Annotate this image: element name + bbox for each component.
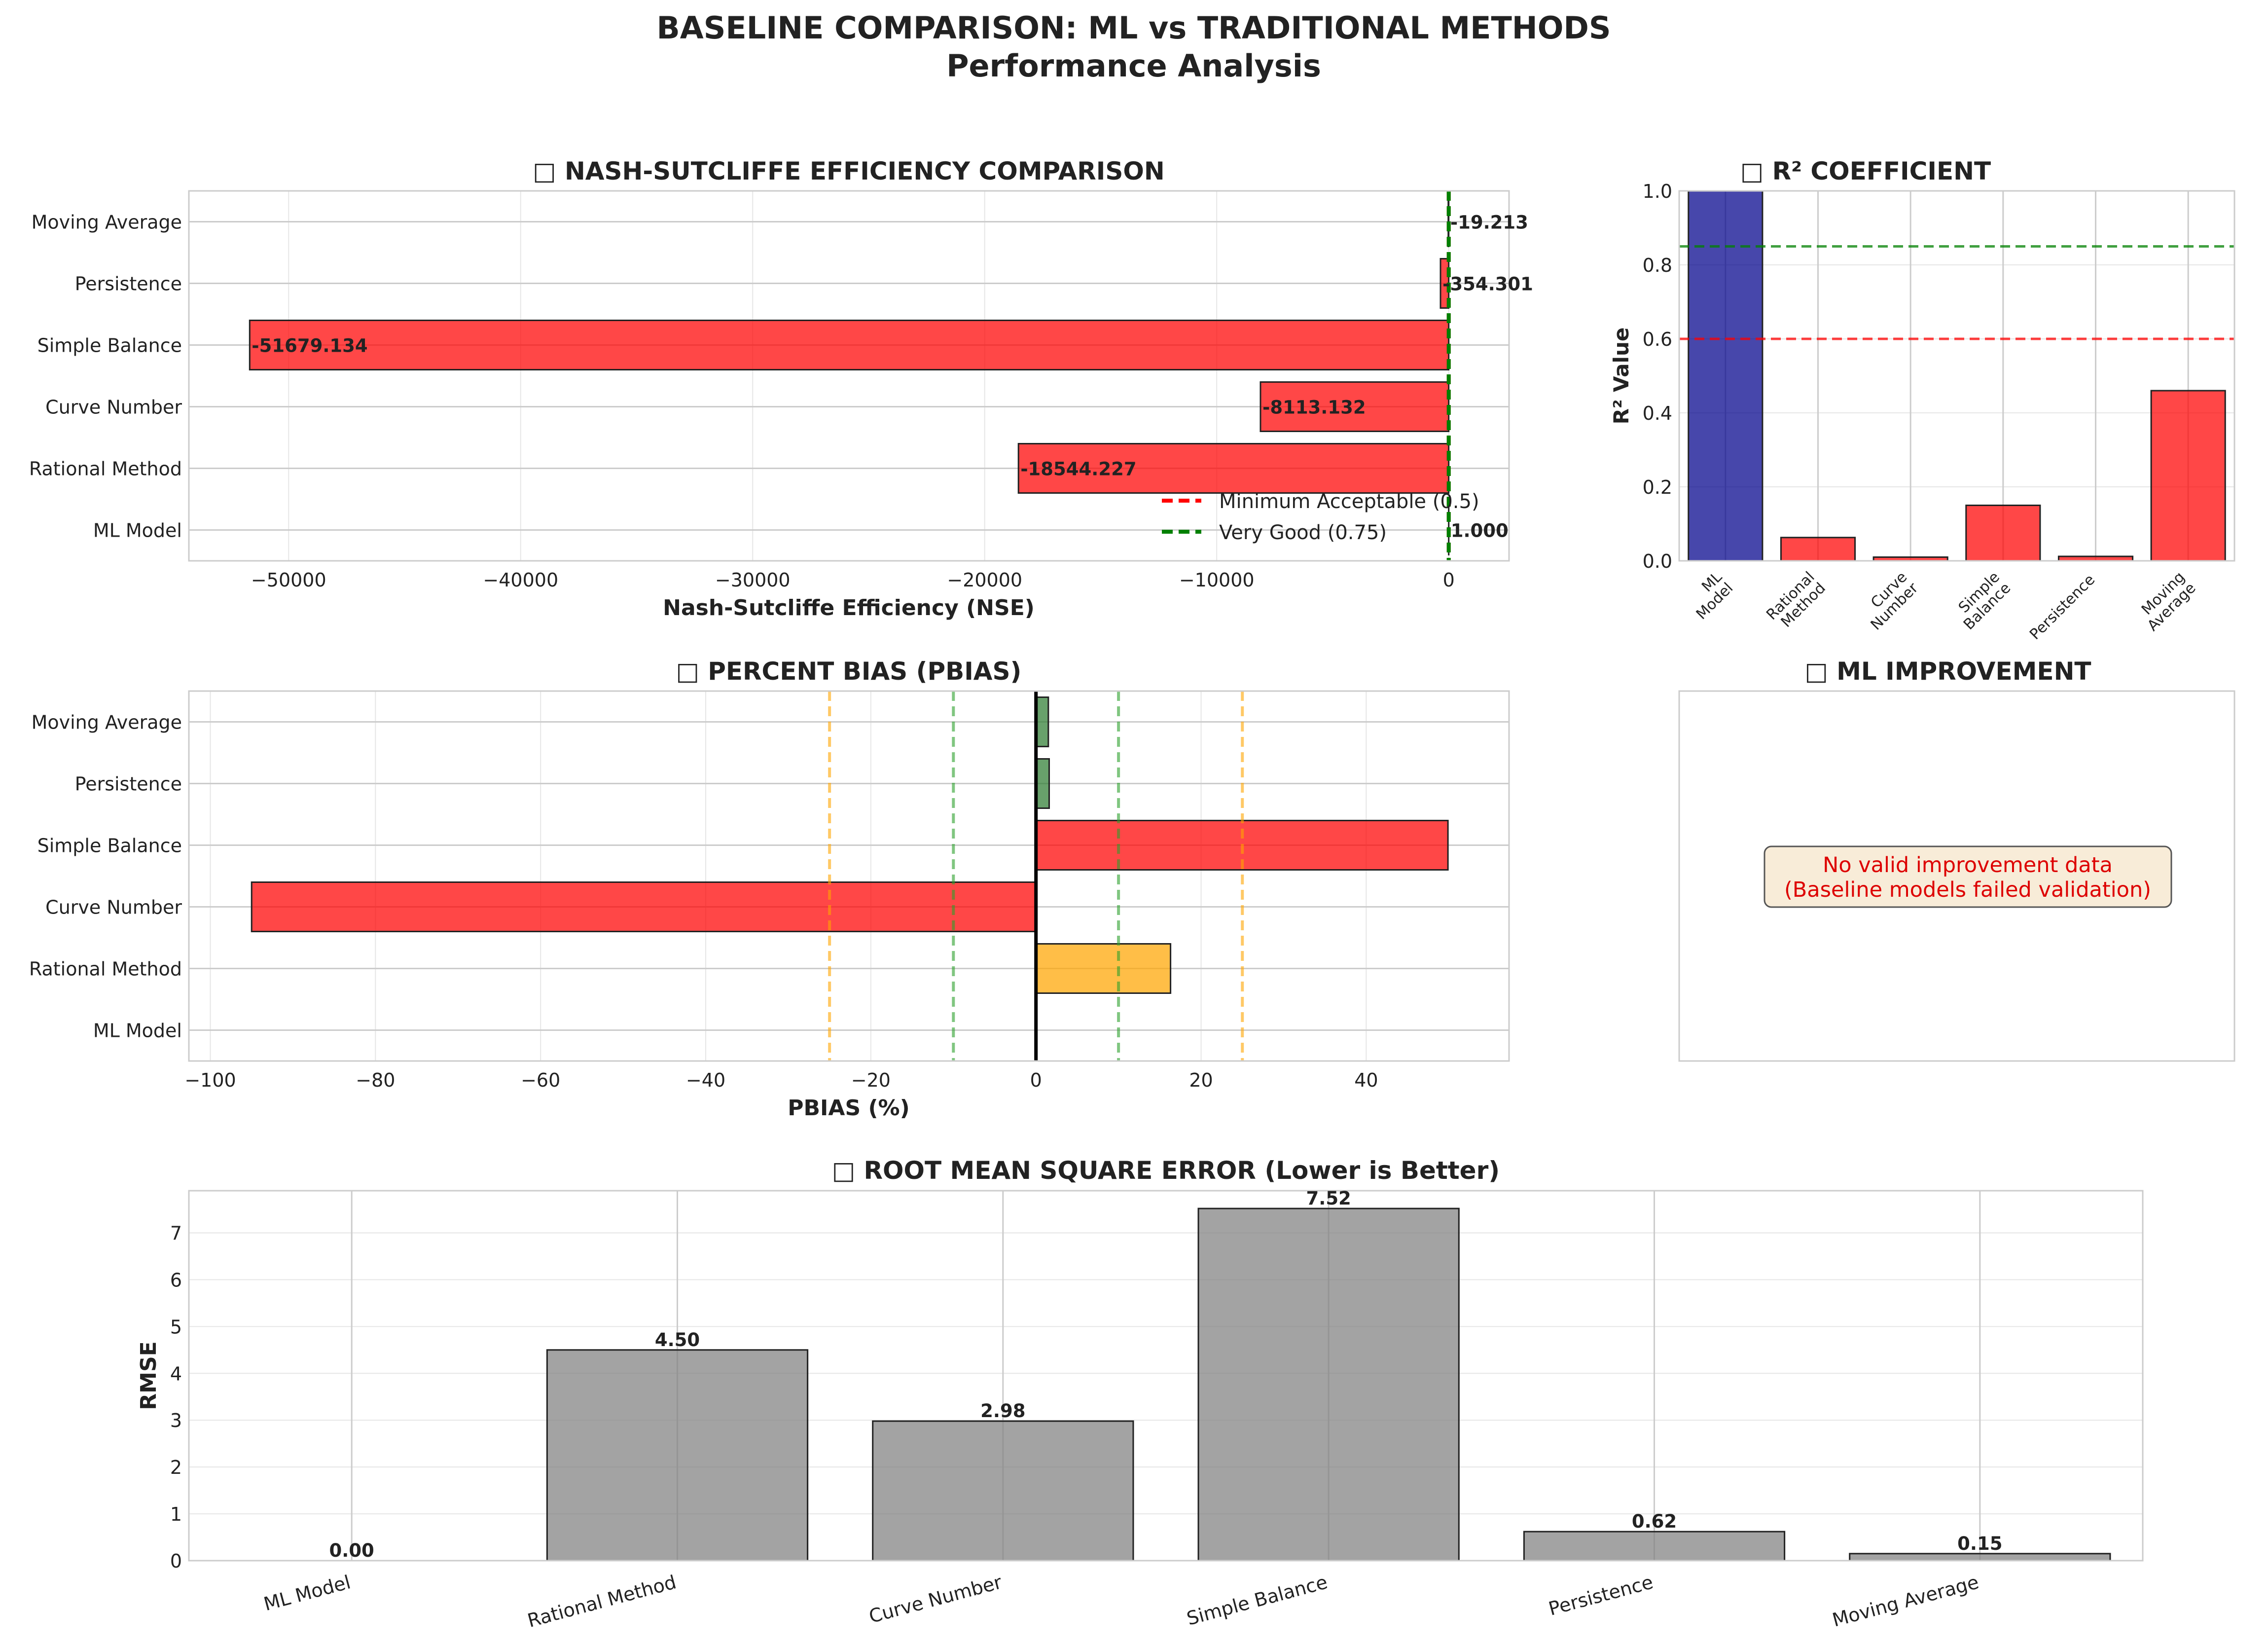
pbias-x-axis-label: PBIAS (%) <box>788 1096 910 1121</box>
pbias-bar <box>1035 696 1049 747</box>
rmse-chart-title: □ ROOT MEAN SQUARE ERROR (Lower is Bette… <box>832 1156 1500 1185</box>
r2-bar <box>1688 190 1764 562</box>
rmse-y-tick-label: 0 <box>170 1550 182 1572</box>
pbias-x-tick-label: −100 <box>184 1069 236 1091</box>
rmse-value-label: 0.62 <box>1632 1511 1677 1532</box>
pbias-x-tick-label: −80 <box>356 1069 395 1091</box>
pbias-bar <box>1035 758 1050 809</box>
rmse-bar <box>546 1349 809 1562</box>
nse-legend-label-min: Minimum Acceptable (0.5) <box>1219 490 1479 513</box>
rmse-bar <box>1849 1553 2111 1562</box>
pbias-y-tick-label: Curve Number <box>45 897 182 918</box>
pbias-y-tick-label: ML Model <box>93 1020 182 1042</box>
r2-chart-title: □ R² COEFFICIENT <box>1740 157 1991 185</box>
pbias-plot-frame <box>188 690 1510 1062</box>
nse-y-tick-label: Moving Average <box>32 212 182 233</box>
r2-plot-frame <box>1678 190 2235 562</box>
nse-x-axis-label: Nash-Sutcliffe Efficiency (NSE) <box>663 595 1035 621</box>
nse-x-tick-label: 0 <box>1443 569 1455 591</box>
nse-y-tick-label: Simple Balance <box>37 335 182 357</box>
nse-x-tick-label: −10000 <box>1179 569 1255 591</box>
rmse-y-tick-label: 6 <box>170 1269 182 1291</box>
rmse-y-tick-label: 1 <box>170 1503 182 1525</box>
improvement-message-line2: (Baseline models failed validation) <box>1784 877 2151 902</box>
nse-value-label: -51679.134 <box>252 335 367 357</box>
r2-bar <box>1965 505 2041 562</box>
r2-y-tick-label: 0.2 <box>1643 476 1672 498</box>
pbias-x-tick-label: −20 <box>851 1069 891 1091</box>
rmse-y-axis-label: RMSE <box>136 1341 161 1410</box>
nse-chart: □ NASH-SUTCLIFFE EFFICIENCY COMPARISON −… <box>29 157 1533 621</box>
rmse-y-tick-label: 3 <box>170 1410 182 1431</box>
pbias-x-tick-label: 40 <box>1354 1069 1378 1091</box>
nse-chart-title: □ NASH-SUTCLIFFE EFFICIENCY COMPARISON <box>533 157 1164 185</box>
nse-y-tick-label: Persistence <box>75 273 182 295</box>
rmse-value-label: 7.52 <box>1306 1188 1351 1209</box>
rmse-y-tick-label: 2 <box>170 1457 182 1478</box>
rmse-value-label: 2.98 <box>980 1400 1025 1422</box>
nse-bar <box>249 320 1450 370</box>
pbias-x-tick-label: 20 <box>1189 1069 1213 1091</box>
nse-value-label: -18544.227 <box>1020 459 1136 480</box>
r2-y-tick-label: 0.0 <box>1643 550 1672 572</box>
nse-legend: Minimum Acceptable (0.5) Very Good (0.75… <box>1162 490 1479 544</box>
rmse-y-tick-label: 5 <box>170 1316 182 1338</box>
r2-y-tick-label: 1.0 <box>1643 181 1672 202</box>
pbias-chart-title: □ PERCENT BIAS (PBIAS) <box>676 657 1022 686</box>
pbias-x-tick-label: −60 <box>521 1069 560 1091</box>
nse-y-tick-label: Rational Method <box>29 458 182 480</box>
rmse-bar <box>872 1420 1134 1562</box>
rmse-bar <box>1197 1207 1460 1562</box>
pbias-x-tick-label: 0 <box>1030 1069 1042 1091</box>
pbias-bar <box>1035 943 1172 994</box>
rmse-bar <box>1523 1531 1786 1562</box>
rmse-value-label: 0.00 <box>329 1540 374 1561</box>
improvement-plot-frame <box>1678 690 2235 1062</box>
rmse-plot-frame <box>188 1190 2144 1562</box>
pbias-bar <box>251 881 1037 932</box>
pbias-y-tick-label: Persistence <box>75 773 182 795</box>
nse-value-label: -8113.132 <box>1262 397 1366 418</box>
improvement-panel-title: □ ML IMPROVEMENT <box>1804 657 2091 686</box>
rmse-value-label: 4.50 <box>655 1329 700 1351</box>
figure-title-line1: BASELINE COMPARISON: ML vs TRADITIONAL M… <box>656 10 1611 46</box>
r2-bar <box>2150 390 2226 562</box>
rmse-y-tick-label: 7 <box>170 1222 182 1244</box>
nse-value-label: -354.301 <box>1442 274 1533 295</box>
nse-y-tick-label: Curve Number <box>45 397 182 418</box>
improvement-panel: □ ML IMPROVEMENT No valid improvement da… <box>1678 657 2235 1062</box>
nse-y-tick-label: ML Model <box>93 520 182 542</box>
pbias-chart: □ PERCENT BIAS (PBIAS) −100 −80 −60 −40 −20 0… <box>29 657 1510 1121</box>
pbias-y-tick-label: Simple Balance <box>37 835 182 857</box>
nse-x-tick-label: −50000 <box>251 569 326 591</box>
nse-plot-frame <box>188 190 1510 562</box>
pbias-y-tick-label: Moving Average <box>32 712 182 733</box>
r2-y-axis-label: R² Value <box>1609 328 1633 425</box>
nse-value-label: 1.000 <box>1451 520 1509 542</box>
improvement-message-line1: No valid improvement data <box>1823 853 2113 877</box>
nse-value-label: -19.213 <box>1450 212 1528 233</box>
improvement-message-box <box>1764 845 2172 908</box>
rmse-y-tick-label: 4 <box>170 1363 182 1385</box>
r2-chart: □ R² COEFFICIENT 0.00.20.40.60.81.0MLMod… <box>1609 157 2235 643</box>
r2-y-tick-label: 0.6 <box>1643 329 1672 350</box>
nse-x-tick-label: −30000 <box>715 569 791 591</box>
pbias-x-tick-label: −40 <box>686 1069 725 1091</box>
nse-bar <box>1260 381 1450 432</box>
pbias-y-tick-label: Rational Method <box>29 958 182 980</box>
nse-x-tick-label: −40000 <box>483 569 558 591</box>
r2-y-tick-label: 0.8 <box>1643 255 1672 276</box>
nse-x-tick-label: −20000 <box>947 569 1022 591</box>
nse-legend-label-good: Very Good (0.75) <box>1219 521 1387 544</box>
r2-bar <box>1780 537 1856 562</box>
rmse-value-label: 0.15 <box>1957 1533 2002 1554</box>
figure-title-line2: Performance Analysis <box>946 48 1321 84</box>
r2-y-tick-label: 0.4 <box>1643 402 1672 424</box>
